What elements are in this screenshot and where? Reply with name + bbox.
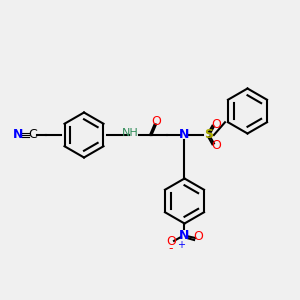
Text: O: O [211,139,221,152]
Text: NH: NH [122,128,139,139]
Text: O: O [151,115,161,128]
Text: N: N [179,229,190,242]
Text: -: - [169,242,173,256]
Text: N: N [179,128,190,142]
Text: N: N [13,128,23,142]
Text: O: O [166,235,176,248]
Text: O: O [193,230,203,244]
Text: O: O [211,118,221,131]
Text: S: S [204,128,213,142]
Text: C: C [28,128,38,142]
Text: +: + [177,240,185,250]
